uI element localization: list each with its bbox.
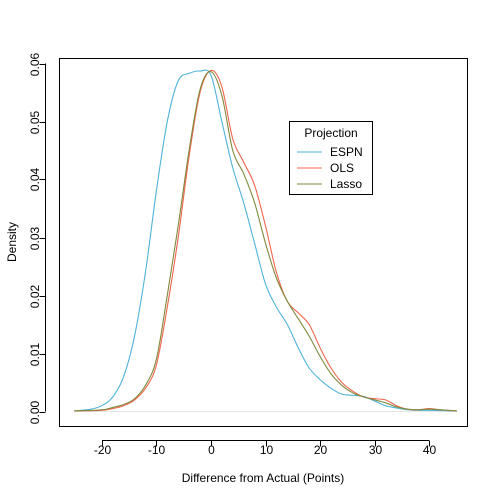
y-tick-label: 0.00	[28, 400, 42, 424]
series-line-espn	[73, 69, 458, 412]
legend-entries: ESPN OLS Lasso	[297, 145, 363, 191]
plot-frame	[59, 58, 468, 427]
y-tick-label: 0.04	[28, 167, 42, 191]
x-axis: -20 -10 0 10 20 30 40	[94, 440, 437, 457]
legend-label-espn: ESPN	[330, 145, 363, 159]
y-tick-label: 0.02	[28, 284, 42, 308]
x-tick-label: -20	[94, 443, 112, 457]
x-tick-label: 10	[260, 443, 274, 457]
x-tick-label: 0	[208, 443, 215, 457]
y-axis: 0.00 0.01 0.02 0.03 0.04 0.05 0.06	[28, 52, 46, 424]
x-axis-title: Difference from Actual (Points)	[182, 471, 345, 485]
plot-area	[59, 58, 468, 427]
legend-label-lasso: Lasso	[330, 177, 362, 191]
series-layer	[73, 69, 458, 412]
y-tick-label: 0.06	[28, 52, 42, 76]
y-tick-label: 0.05	[28, 110, 42, 134]
legend-label-ols: OLS	[330, 161, 354, 175]
y-tick-label: 0.03	[28, 226, 42, 250]
y-tick-label: 0.01	[28, 342, 42, 366]
x-tick-label: 20	[314, 443, 328, 457]
series-line-ols	[73, 69, 458, 412]
y-axis-title: Density	[5, 222, 19, 262]
x-tick-label: 30	[369, 443, 383, 457]
series-line-lasso	[73, 71, 458, 412]
legend-title: Projection	[304, 126, 357, 140]
x-tick-label: -10	[148, 443, 166, 457]
legend: Projection ESPN OLS Lasso	[289, 121, 373, 195]
x-tick-label: 40	[423, 443, 437, 457]
legend-box	[289, 121, 373, 195]
